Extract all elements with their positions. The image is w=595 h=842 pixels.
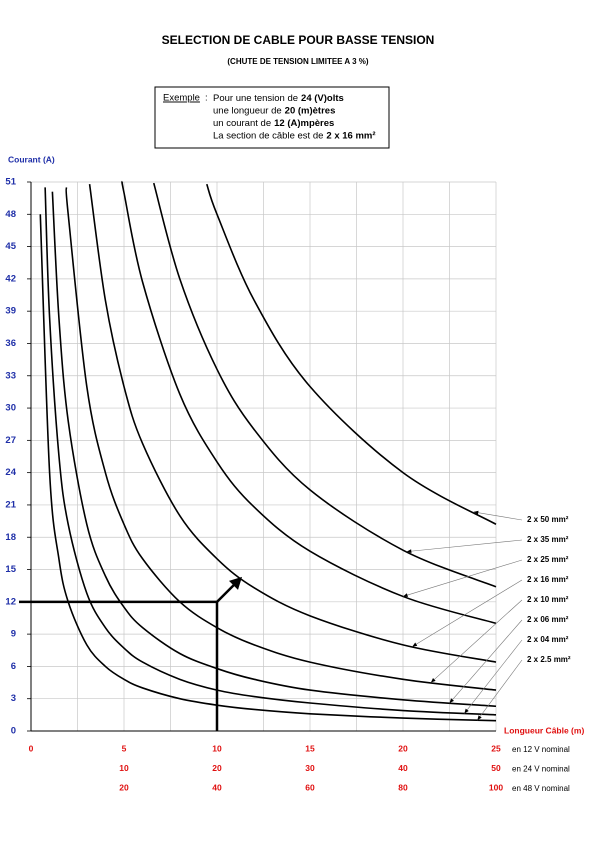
leader-line [477,659,523,721]
x-tick-label: 80 [398,782,408,792]
example-text: une longueur de [213,105,282,116]
curve [65,187,497,691]
x-tick-label: 50 [491,763,501,773]
curve [39,214,497,722]
y-tick-label: 15 [5,564,16,575]
leader-arrow [464,708,469,714]
y-tick-label: 51 [5,177,16,188]
legend-label: 2 x 06 mm² [527,615,569,624]
y-tick-label: 33 [5,370,16,381]
y-tick-label: 27 [5,435,16,446]
leader-arrow [473,510,479,515]
y-tick-label: 30 [5,403,16,414]
x-scale-name: en 48 V nominal [512,784,570,793]
y-tick-label: 12 [5,596,16,607]
y-axis-label: Courant (A) [8,154,55,164]
curve [51,191,497,708]
y-tick-label: 9 [11,629,16,640]
example-text: Pour une tension de [213,93,298,104]
leader-line [473,511,523,521]
leader-line [430,599,523,683]
x-tick-label: 20 [119,782,129,792]
legend-label: 2 x 25 mm² [527,555,569,564]
chart-subtitle: (CHUTE DE TENSION LIMITEE A 3 %) [227,57,369,66]
curve [206,183,497,526]
y-tick-label: 3 [11,693,16,704]
y-tick-label: 48 [5,209,16,220]
x-tick-label: 60 [305,782,315,792]
example-arrowhead [229,576,242,590]
x-tick-label: 5 [122,743,127,753]
legend-label: 2 x 10 mm² [527,595,569,604]
x-tick-label: 15 [305,743,315,753]
leader-arrow [477,715,482,721]
x-tick-label: 40 [398,763,408,773]
leader-line [464,639,523,714]
example-text: La section de câble est de [213,130,323,141]
curve [152,182,497,588]
y-tick-label: 39 [5,306,16,317]
y-tick-label: 36 [5,338,16,349]
x-tick-label: 20 [398,743,408,753]
example-line: Pour une tension de 24 (V)olts [213,93,344,104]
curve [121,180,497,625]
x-tick-label: 0 [29,743,34,753]
x-tick-label: 10 [119,763,129,773]
curve [44,187,497,716]
y-tick-label: 21 [5,499,16,510]
y-tick-label: 0 [11,726,16,737]
x-tick-label: 100 [489,782,503,792]
leader-arrow [403,593,408,597]
legend-label: 2 x 50 mm² [527,515,569,524]
x-tick-label: 20 [212,763,222,773]
legend-label: 2 x 35 mm² [527,535,569,544]
leader-line [406,539,523,552]
example-text: un courant de [213,118,271,129]
x-tick-label: 10 [212,743,222,753]
example-value: 2 x 16 mm² [326,130,375,141]
example-separator: : [205,93,208,104]
y-tick-label: 18 [5,532,16,543]
example-value: 20 (m)ètres [285,105,336,116]
leader-line [449,619,523,704]
y-tick-label: 45 [5,241,16,252]
y-tick-label: 24 [5,467,16,478]
x-tick-label: 25 [491,743,501,753]
x-tick-label: 30 [305,763,315,773]
x-scale-name: en 24 V nominal [512,765,570,774]
leader-line [402,559,523,597]
legend-label: 2 x 16 mm² [527,575,569,584]
leader-arrow [406,549,412,554]
example-line: un courant de 12 (A)mpères [213,118,334,129]
example-value: 24 (V)olts [301,93,344,104]
example-box [154,86,390,149]
y-tick-label: 6 [11,661,16,672]
x-tick-label: 40 [212,782,222,792]
example-line: une longueur de 20 (m)ètres [213,105,335,116]
legend-label: 2 x 04 mm² [527,635,569,644]
leader-line [412,579,523,647]
curve [88,184,497,663]
example-line: La section de câble est de 2 x 16 mm² [213,130,376,141]
legend-label: 2 x 2.5 mm² [527,655,571,664]
example-value: 12 (A)mpères [274,118,334,129]
example-label: Exemple [163,93,200,104]
leader-arrow [412,642,418,647]
y-tick-label: 42 [5,273,16,284]
leader-arrow [430,678,436,683]
x-axis-label: Longueur Câble (m) [504,725,584,735]
x-scale-name: en 12 V nominal [512,745,570,754]
leader-arrow [449,698,454,704]
chart-title: SELECTION DE CABLE POUR BASSE TENSION [162,33,435,47]
